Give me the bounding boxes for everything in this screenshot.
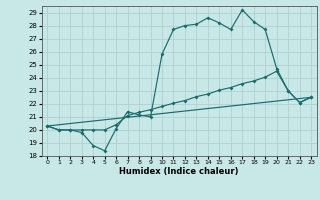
X-axis label: Humidex (Indice chaleur): Humidex (Indice chaleur): [119, 167, 239, 176]
